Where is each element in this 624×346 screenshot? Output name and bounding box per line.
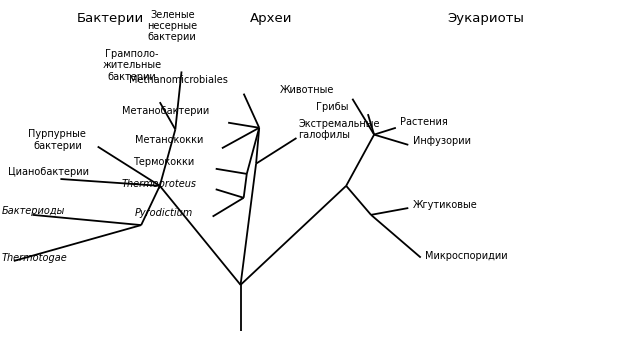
Text: Бактерии: Бактерии [77, 12, 144, 25]
Text: Грамполо-
жительные
бактерии: Грамполо- жительные бактерии [102, 49, 162, 82]
Text: Бактериоды: Бактериоды [1, 207, 65, 217]
Text: Экстремальные
галофилы: Экстремальные галофилы [298, 119, 380, 140]
Text: Эукариоты: Эукариоты [447, 12, 524, 25]
Text: Метанобактерии: Метанобактерии [122, 106, 210, 116]
Text: Thermoproteus: Thermoproteus [122, 179, 197, 189]
Text: Термококки: Термококки [133, 157, 194, 167]
Text: Methanomicrobiales: Methanomicrobiales [129, 75, 228, 85]
Text: Пурпурные
бактерии: Пурпурные бактерии [28, 129, 86, 151]
Text: Метанококки: Метанококки [135, 135, 203, 145]
Text: Микроспоридии: Микроспоридии [425, 251, 508, 261]
Text: Растения: Растения [400, 117, 448, 127]
Text: Цианобактерии: Цианобактерии [7, 167, 89, 177]
Text: Животные: Животные [280, 85, 334, 95]
Text: Грибы: Грибы [316, 102, 348, 112]
Text: Pyrodictium: Pyrodictium [135, 208, 193, 218]
Text: Thermotogae: Thermotogae [1, 253, 67, 263]
Text: Жгутиковые: Жгутиковые [412, 200, 477, 210]
Text: Инфузории: Инфузории [412, 136, 470, 146]
Text: Археи: Археи [250, 12, 293, 25]
Text: Зеленые
несерные
бактерии: Зеленые несерные бактерии [147, 10, 197, 43]
